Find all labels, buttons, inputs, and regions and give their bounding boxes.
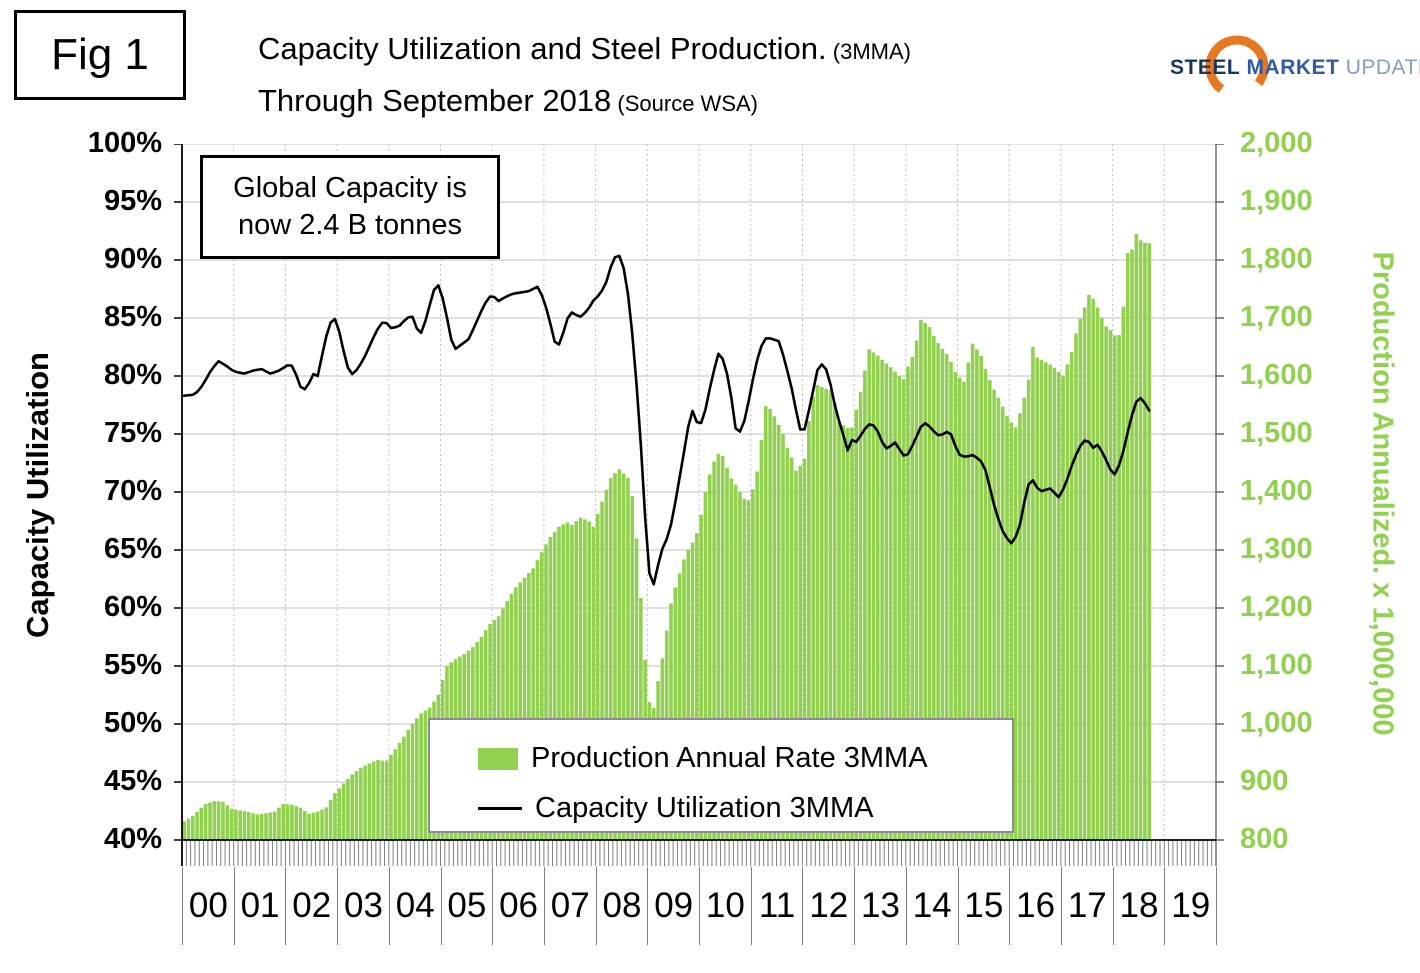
year-label-13: 13 (855, 867, 907, 945)
legend-label-production: Production Annual Rate 3MMA (531, 742, 928, 774)
year-label-06: 06 (493, 867, 545, 945)
right-tick-1600: 1,600 (1240, 359, 1313, 391)
legend-item-capacity: Capacity Utilization 3MMA (478, 792, 873, 825)
left-axis-title: Capacity Utilization (20, 352, 55, 638)
logo-crescent-icon (1205, 35, 1269, 99)
annotation-line1: Global Capacity is (233, 172, 467, 204)
year-label-08: 08 (597, 867, 649, 945)
chart-title-main: Capacity Utilization and Steel Productio… (258, 31, 827, 66)
annotation-box: Global Capacity is now 2.4 B tonnes (200, 155, 500, 259)
left-tick-85%: 85% (103, 301, 162, 333)
right-tick-1100: 1,100 (1240, 649, 1313, 681)
left-tick-60%: 60% (103, 591, 162, 623)
right-tick-1900: 1,900 (1240, 185, 1313, 217)
year-label-00: 00 (183, 867, 235, 945)
right-tick-800: 800 (1240, 823, 1289, 855)
chart-title-line1: Capacity Utilization and Steel Productio… (258, 26, 1098, 78)
year-label-19: 19 (1165, 867, 1218, 945)
year-label-18: 18 (1114, 867, 1166, 945)
left-tick-95%: 95% (103, 185, 162, 217)
logo-word-steel: STEEL (1170, 56, 1241, 79)
chart-subtitle: Through September 2018 (258, 83, 612, 118)
chart-title-line2: Through September 2018 (Source WSA) (258, 78, 1098, 130)
chart-title-block: Capacity Utilization and Steel Productio… (258, 26, 1098, 130)
legend-box: Production Annual Rate 3MMA Capacity Uti… (428, 718, 1014, 833)
logo-text: STEEL MARKET UPDATE (1170, 56, 1420, 80)
year-label-04: 04 (390, 867, 442, 945)
left-tick-90%: 90% (103, 243, 162, 275)
year-label-01: 01 (235, 867, 287, 945)
year-label-10: 10 (700, 867, 752, 945)
capacity-line-icon (478, 807, 522, 810)
right-tick-2000: 2,000 (1240, 127, 1313, 159)
capacity-utilization-line (182, 254, 1151, 586)
year-label-09: 09 (648, 867, 701, 945)
year-label-16: 16 (1010, 867, 1062, 945)
year-label-14: 14 (907, 867, 959, 945)
x-axis-year-labels: 00 01 02 03 04 05 06 07 08 09 10 11 12 13 14 15 16 17 18 19 (182, 867, 1218, 945)
year-label-02: 02 (286, 867, 339, 945)
chart-title-3mma: (3MMA) (826, 39, 911, 64)
year-label-11: 11 (752, 867, 804, 945)
left-tick-80%: 80% (103, 359, 162, 391)
right-tick-1200: 1,200 (1240, 591, 1313, 623)
left-tick-70%: 70% (103, 475, 162, 507)
year-label-07: 07 (545, 867, 597, 945)
right-tick-1500: 1,500 (1240, 417, 1313, 449)
month-tick-comb (181, 840, 1217, 866)
chart-source: (Source WSA) (611, 91, 758, 116)
year-label-15: 15 (959, 867, 1011, 945)
left-tick-50%: 50% (103, 707, 162, 739)
figure-label: Fig 1 (51, 30, 149, 79)
year-label-03: 03 (338, 867, 390, 945)
year-label-05: 05 (442, 867, 494, 945)
right-axis-title: Production Annualized. x 1,000,000 (1366, 251, 1399, 736)
plot-frame (174, 144, 1224, 866)
annotation-line2: now 2.4 B tonnes (237, 209, 463, 241)
right-tick-900: 900 (1240, 765, 1289, 797)
logo-word-update: UPDATE (1345, 56, 1420, 79)
right-tick-1800: 1,800 (1240, 243, 1313, 275)
year-label-17: 17 (1062, 867, 1114, 945)
legend-item-production: Production Annual Rate 3MMA (478, 742, 928, 775)
logo-word-market: MARKET (1246, 56, 1340, 79)
right-tick-1400: 1,400 (1240, 475, 1313, 507)
left-tick-40%: 40% (103, 823, 162, 855)
right-tick-1300: 1,300 (1240, 533, 1313, 565)
left-tick-45%: 45% (103, 765, 162, 797)
steel-market-update-logo: STEEL MARKET UPDATE (1162, 30, 1420, 104)
left-tick-100%: 100% (87, 127, 162, 159)
left-tick-55%: 55% (103, 649, 162, 681)
figure-label-box: Fig 1 (14, 10, 186, 100)
left-tick-65%: 65% (103, 533, 162, 565)
legend-label-capacity: Capacity Utilization 3MMA (535, 792, 874, 824)
year-label-12: 12 (803, 867, 856, 945)
right-tick-1700: 1,700 (1240, 301, 1313, 333)
left-tick-75%: 75% (103, 417, 162, 449)
production-swatch-icon (478, 747, 518, 770)
right-tick-1000: 1,000 (1240, 707, 1313, 739)
